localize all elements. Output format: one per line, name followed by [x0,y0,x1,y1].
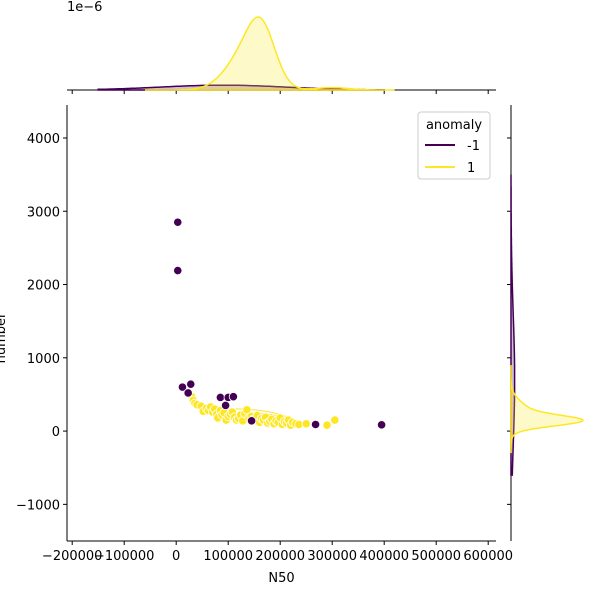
y-tick-label: 2000 [27,279,60,294]
scatter-point [177,382,188,392]
y-tick-label: −1000 [16,498,60,513]
x-tick-label: 300000 [307,549,357,564]
scatter-point [183,388,193,398]
legend-title: anomaly [426,118,482,133]
scatter-point [310,419,321,430]
scatter-point [173,266,183,276]
y-tick-label: 3000 [27,205,60,220]
scatter-points [173,217,387,430]
right-kde-normal [510,365,584,454]
right-marginal-kde [507,105,584,541]
x-tick-label: 400000 [359,549,409,564]
scatter-point [322,420,332,430]
scatter-point [186,379,196,389]
y-axis-ticks: −1000 0 1000 2000 3000 4000 [16,132,67,513]
scatter-point [173,217,183,227]
top-marginal-kde [67,16,496,94]
x-tick-label: 200000 [255,549,305,564]
y-tick-label: 0 [52,425,60,440]
x-tick-label: 0 [172,549,180,564]
legend: anomaly -1 1 [417,111,491,180]
legend-label-neg1: -1 [467,139,480,154]
x-tick-label: 100000 [203,549,253,564]
scatter-point [228,392,238,402]
x-tick-label: −100000 [94,549,155,564]
scatter-point [221,400,231,411]
y-tick-label: 4000 [27,132,60,147]
x-tick-label: −200000 [42,549,103,564]
scatter-point [247,416,257,426]
x-tick-label: 500000 [411,549,461,564]
top-marginal-offset-label: 1e−6 [67,0,102,15]
scatter-point [376,420,387,430]
scatter-point [301,419,311,429]
right-kde-anomaly [510,174,516,476]
y-axis-label: number [0,312,9,363]
x-axis-ticks: −200000−100000 0 100000 200000 300000 400000 5… [42,541,513,564]
x-axis-label: N50 [268,571,294,586]
x-tick-label: 600000 [463,549,513,564]
scatter-point [215,392,225,402]
top-kde-normal [145,16,395,91]
main-scatter-panel: −200000−100000 0 100000 200000 300000 400000 5… [16,105,513,564]
scatter-point [330,415,340,425]
legend-label-1: 1 [467,161,475,176]
y-tick-label: 1000 [27,352,60,367]
